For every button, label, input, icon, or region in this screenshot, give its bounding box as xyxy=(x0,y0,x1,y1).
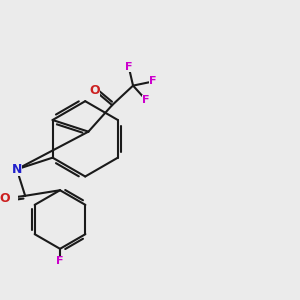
Text: F: F xyxy=(56,256,64,266)
Text: F: F xyxy=(149,76,157,86)
Text: F: F xyxy=(125,62,133,73)
Text: O: O xyxy=(0,192,11,205)
Text: F: F xyxy=(142,94,149,105)
Text: N: N xyxy=(12,163,22,176)
Text: O: O xyxy=(89,84,100,97)
